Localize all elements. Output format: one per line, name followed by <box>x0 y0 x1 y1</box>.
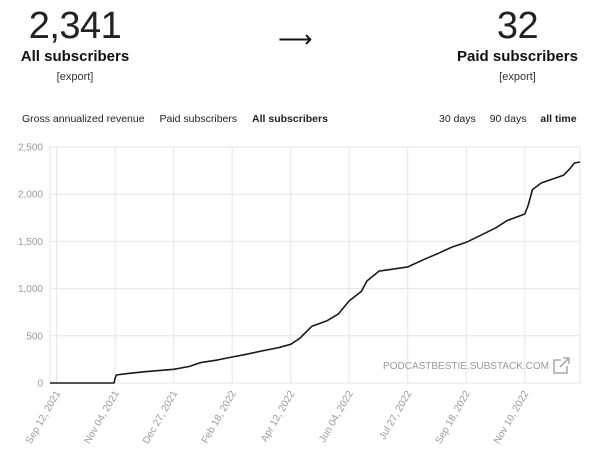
x-tick-label: Jun 04, 2022 <box>317 389 356 445</box>
export-all-subscribers-link[interactable]: [export] <box>56 71 94 83</box>
paid-subscribers-stat: 32 Paid subscribers [export] <box>445 0 590 85</box>
x-tick-label: Nov 04, 2021 <box>82 389 121 446</box>
y-tick-label: 1,500 <box>18 237 43 248</box>
tab-paid-subscribers[interactable]: Paid subscribers <box>159 113 238 125</box>
y-tick-label: 500 <box>26 331 43 342</box>
x-tick-label: Dec 27, 2021 <box>141 389 180 446</box>
x-tick-label: Jul 27, 2022 <box>378 389 415 442</box>
export-paid-subscribers-link[interactable]: [export] <box>499 71 536 83</box>
external-link-icon[interactable] <box>553 357 570 374</box>
y-tick-label: 2,000 <box>18 190 43 201</box>
tab-gross-annualized-revenue[interactable]: Gross annualized revenue <box>22 113 145 125</box>
all-subscribers-label: All subscribers <box>20 48 130 65</box>
y-tick-label: 1,000 <box>18 284 43 295</box>
axis-labels: 0 500 1,000 1,500 2,000 2,500 Sep 12, 2021 Nov … <box>18 143 532 447</box>
paid-subscribers-count: 32 <box>496 5 539 47</box>
tab-90-days[interactable]: 90 days <box>489 113 527 125</box>
arrow-right-icon: ⟶ <box>278 26 313 53</box>
range-tabs: 30 days 90 days all time <box>439 113 588 125</box>
x-tick-label: Sep 12, 2021 <box>24 389 63 446</box>
watermark-text: PODCASTBESTIE.SUBSTACK.COM <box>383 361 549 372</box>
plot-frame <box>49 146 581 384</box>
tab-all-time[interactable]: all time <box>540 113 577 125</box>
y-tick-label: 0 <box>37 379 43 390</box>
x-tick-label: Nov 10, 2022 <box>492 389 531 446</box>
y-tick-label: 2,500 <box>18 143 43 154</box>
grid-lines <box>49 146 581 384</box>
x-tick-label: Sep 18, 2022 <box>434 389 473 446</box>
metric-tabs: Gross annualized revenue Paid subscriber… <box>22 113 340 125</box>
paid-subscribers-label: Paid subscribers <box>457 48 578 65</box>
x-tick-label: Apr 12, 2022 <box>259 389 297 444</box>
tab-all-subscribers[interactable]: All subscribers <box>252 113 328 125</box>
tab-30-days[interactable]: 30 days <box>439 113 476 125</box>
all-subscribers-stat: 2,341 All subscribers [export] <box>0 0 150 85</box>
x-tick-label: Feb 18, 2022 <box>200 389 239 446</box>
all-subscribers-count: 2,341 <box>28 5 122 47</box>
series-line-all-subscribers <box>50 161 581 384</box>
